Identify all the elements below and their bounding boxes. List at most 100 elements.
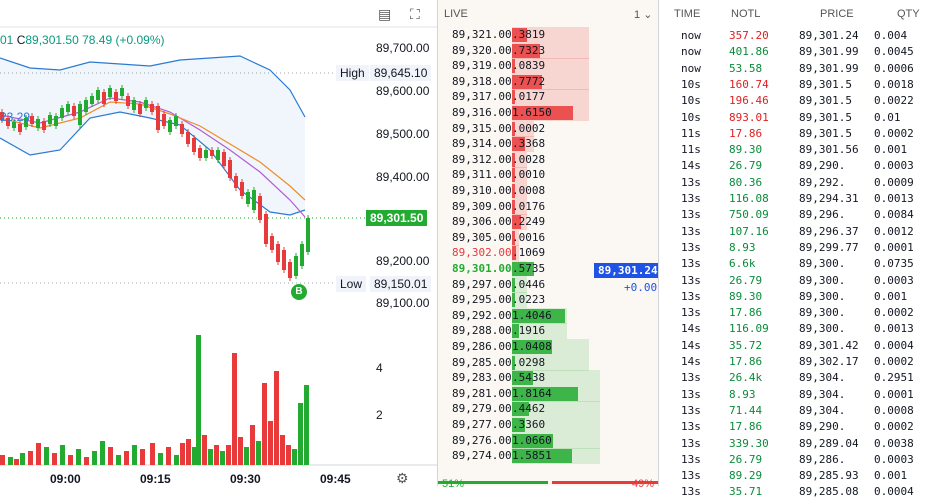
ask-row[interactable]: 89,311.00.0010 [438, 167, 658, 184]
trade-row[interactable]: 13s 89.29 89,285.93 0.001 [659, 468, 933, 486]
trade-row[interactable]: 14s 116.09 89,300. 0.0013 [659, 321, 933, 339]
fullscreen-icon[interactable]: ⛶ [410, 6, 420, 22]
trade-row[interactable]: 10s 196.46 89,301.5 0.0022 [659, 93, 933, 111]
ask-row[interactable]: 89,309.00.0176 [438, 198, 658, 215]
pane-divider[interactable] [658, 0, 659, 486]
trade-row[interactable]: 13s 8.93 89,299.77 0.0001 [659, 240, 933, 258]
ask-depth-bar [512, 167, 527, 184]
ask-row[interactable]: 89,302.00.1069 [438, 245, 658, 262]
trade-time: 13s [681, 289, 701, 303]
ask-row[interactable]: 89,306.00.2249 [438, 214, 658, 231]
bid-row[interactable]: 89,279.00.4462 [438, 401, 658, 418]
volume-bar [244, 447, 249, 465]
bid-row[interactable]: 89,277.00.3360 [438, 417, 658, 433]
calendar-icon[interactable]: ▤ [378, 6, 392, 22]
bid-row[interactable]: 89,297.00.0446 [438, 276, 658, 293]
volume-bar [20, 453, 25, 465]
candle-body [234, 176, 238, 188]
trade-row[interactable]: now 357.20 89,301.24 0.004 [659, 28, 933, 46]
ask-row[interactable]: 89,314.00.3368 [438, 136, 658, 153]
ask-row[interactable]: 89,312.00.0028 [438, 151, 658, 168]
ask-row[interactable]: 89,319.00.0839 [438, 58, 658, 75]
bid-row[interactable]: 89,292.00 1.4046 [438, 307, 658, 324]
candle-body [174, 116, 178, 126]
trade-row[interactable]: 13s 17.86 89,300. 0.0002 [659, 305, 933, 323]
trade-row[interactable]: 13s 89.30 89,300. 0.001 [659, 289, 933, 307]
candle-body [102, 92, 106, 104]
bid-row[interactable]: 89,285.00.0298 [438, 354, 658, 371]
trade-price: 89,290. [799, 420, 846, 434]
candle-body [6, 118, 10, 126]
bid-row[interactable]: 89,276.00 1.0660 [438, 432, 658, 449]
trade-row[interactable]: 10s 893.01 89,301.5 0.01 [659, 110, 933, 128]
trade-row[interactable]: 13s 17.86 89,290. 0.0002 [659, 419, 933, 437]
bid-row[interactable]: 89,301.00.5735 [438, 261, 658, 277]
trade-price: 89,301.5 [799, 126, 852, 140]
bid-row[interactable]: 89,286.00 1.0408 [438, 339, 658, 355]
trade-time: 13s [681, 175, 701, 189]
trade-row[interactable]: 11s 17.86 89,301.5 0.0002 [659, 126, 933, 144]
trade-row[interactable]: 13s 71.44 89,304. 0.0008 [659, 403, 933, 421]
pane-divider[interactable] [437, 0, 438, 486]
trade-row[interactable]: 13s 339.30 89,289.04 0.0038 [659, 436, 933, 454]
trade-row[interactable]: 13s 26.79 89,286. 0.0003 [659, 452, 933, 470]
aggregation-select[interactable]: 1 ⌄ [634, 9, 653, 21]
qty-column-header[interactable]: QTY [897, 8, 920, 20]
trade-row[interactable]: 14s 35.72 89,301.42 0.0004 [659, 338, 933, 356]
trade-row[interactable]: 13s 35.71 89,285.08 0.0004 [659, 484, 933, 502]
ask-row[interactable]: 89,321.00.3819 [438, 27, 658, 43]
ask-row[interactable]: 89,320.00.7323 [438, 42, 658, 59]
buy-marker-badge[interactable]: B [291, 284, 307, 300]
time-column-header[interactable]: TIME [674, 8, 701, 20]
volume-axis-label: 2 [376, 408, 383, 422]
book-price: 89,319.00 [452, 59, 512, 73]
book-price: 89,276.00 [452, 433, 512, 447]
trade-row[interactable]: 13s 26.79 89,300. 0.0003 [659, 273, 933, 291]
trade-qty: 0.0022 [874, 94, 914, 108]
book-price: 89,305.00 [452, 230, 512, 244]
trade-row[interactable]: 14s 26.79 89,290. 0.0003 [659, 158, 933, 176]
volume-bar [84, 457, 89, 465]
trade-price: 89,300. [799, 322, 846, 336]
volume-bar [232, 353, 237, 465]
trade-row[interactable]: 13s 80.36 89,292. 0.0009 [659, 175, 933, 193]
trade-row[interactable]: now 53.58 89,301.99 0.0006 [659, 61, 933, 79]
bid-row[interactable]: 89,288.00.1916 [438, 323, 658, 340]
book-qty: .0177 [512, 90, 546, 104]
bid-row[interactable]: 89,274.00 1.5851 [438, 448, 658, 465]
price-column-header[interactable]: PRICE [820, 8, 854, 20]
ask-row[interactable]: 89,315.00.0002 [438, 120, 658, 137]
settings-gear-icon[interactable]: ⚙ [396, 470, 409, 486]
trade-row[interactable]: 13s 116.08 89,294.31 0.0013 [659, 191, 933, 209]
time-axis-label: 09:00 [50, 472, 81, 486]
trade-row[interactable]: 13s 26.4k 89,304. 0.2951 [659, 370, 933, 388]
book-price: 89,311.00 [452, 168, 512, 182]
book-qty: 1.0660 [512, 433, 552, 447]
bid-row[interactable]: 89,281.00 1.8164 [438, 385, 658, 402]
trade-row[interactable]: 11s 89.30 89,301.56 0.001 [659, 142, 933, 160]
notional-column-header[interactable]: NOTL [731, 8, 761, 20]
trade-row[interactable]: 14s 17.86 89,302.17 0.0002 [659, 354, 933, 372]
trade-row[interactable]: 13s 6.6k 89,300. 0.0735 [659, 256, 933, 274]
trade-time: 13s [681, 273, 701, 287]
trade-row[interactable]: 13s 750.09 89,296. 0.0084 [659, 207, 933, 225]
trade-price: 89,296.37 [799, 224, 859, 238]
ask-row[interactable]: 89,305.00.0016 [438, 229, 658, 246]
trade-qty: 0.0012 [874, 224, 914, 238]
ask-row[interactable]: 89,317.00.0177 [438, 89, 658, 106]
book-qty: .0839 [512, 59, 546, 73]
trade-row[interactable]: now 401.86 89,301.99 0.0045 [659, 44, 933, 62]
candlestick-chart[interactable] [0, 0, 437, 486]
trade-row[interactable]: 10s 160.74 89,301.5 0.0018 [659, 77, 933, 95]
price-axis-label: 89,200.00 [376, 254, 430, 268]
trade-row[interactable]: 13s 8.93 89,304. 0.0001 [659, 387, 933, 405]
bid-row[interactable]: 89,295.00.0223 [438, 292, 658, 309]
price-chart-pane[interactable]: 01 C89,301.50 78.49 (+0.09%) 23.29 ▤ ⛶ 8… [0, 0, 437, 486]
change-value: 78.49 (+0.09%) [82, 33, 165, 47]
ask-row[interactable]: 89,318.00.7772 [438, 73, 658, 90]
ask-row[interactable]: 89,310.00.0008 [438, 183, 658, 199]
bid-row[interactable]: 89,283.00.5438 [438, 370, 658, 387]
trade-row[interactable]: 13s 107.16 89,296.37 0.0012 [659, 224, 933, 242]
ask-row[interactable]: 89,316.00 1.6150 [438, 105, 658, 121]
size-bar [512, 340, 552, 354]
